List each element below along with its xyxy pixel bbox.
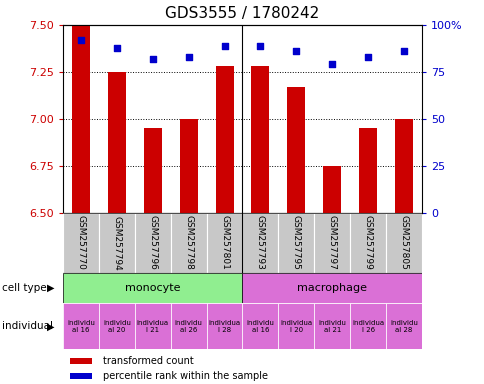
Text: individu
al 16: individu al 16 bbox=[246, 320, 274, 333]
Title: GDS3555 / 1780242: GDS3555 / 1780242 bbox=[165, 6, 319, 21]
Text: individua
l 20: individua l 20 bbox=[280, 320, 312, 333]
Bar bbox=[287, 87, 304, 213]
Text: GSM257797: GSM257797 bbox=[327, 215, 336, 270]
Bar bbox=[251, 66, 269, 213]
Text: percentile rank within the sample: percentile rank within the sample bbox=[102, 371, 267, 381]
Bar bbox=[278, 303, 314, 349]
Text: individua
l 21: individua l 21 bbox=[136, 320, 168, 333]
Text: monocyte: monocyte bbox=[125, 283, 180, 293]
Text: GSM257798: GSM257798 bbox=[184, 215, 193, 270]
Bar bbox=[242, 303, 278, 349]
Bar bbox=[385, 213, 421, 273]
Text: GSM257799: GSM257799 bbox=[363, 215, 372, 270]
Text: transformed count: transformed count bbox=[102, 356, 193, 366]
Text: individu
al 16: individu al 16 bbox=[67, 320, 95, 333]
Text: macrophage: macrophage bbox=[297, 283, 366, 293]
Bar bbox=[278, 213, 314, 273]
Bar bbox=[215, 66, 233, 213]
Point bbox=[149, 56, 156, 62]
Bar bbox=[143, 129, 161, 213]
Text: individu
al 20: individu al 20 bbox=[103, 320, 131, 333]
Text: ▶: ▶ bbox=[47, 321, 55, 331]
Bar bbox=[107, 72, 125, 213]
Bar bbox=[72, 25, 90, 213]
Point bbox=[113, 45, 121, 51]
Bar bbox=[70, 372, 91, 379]
Bar bbox=[385, 303, 421, 349]
Point bbox=[256, 43, 264, 49]
Point bbox=[363, 54, 371, 60]
Point bbox=[184, 54, 192, 60]
Text: GSM257805: GSM257805 bbox=[399, 215, 408, 270]
Text: cell type: cell type bbox=[2, 283, 47, 293]
Bar bbox=[314, 213, 349, 273]
Point bbox=[399, 48, 407, 55]
Point bbox=[292, 48, 300, 55]
Bar bbox=[63, 273, 242, 303]
Bar bbox=[170, 303, 206, 349]
Text: individu
al 26: individu al 26 bbox=[174, 320, 202, 333]
Bar bbox=[242, 213, 278, 273]
Text: individu
al 28: individu al 28 bbox=[389, 320, 417, 333]
Point bbox=[328, 61, 335, 68]
Bar bbox=[135, 303, 170, 349]
Bar bbox=[206, 303, 242, 349]
Bar bbox=[394, 119, 412, 213]
Text: GSM257801: GSM257801 bbox=[220, 215, 228, 270]
Text: GSM257794: GSM257794 bbox=[112, 215, 121, 270]
Bar bbox=[63, 303, 99, 349]
Bar bbox=[322, 166, 340, 213]
Bar bbox=[358, 129, 376, 213]
Bar bbox=[349, 303, 385, 349]
Text: GSM257796: GSM257796 bbox=[148, 215, 157, 270]
Bar bbox=[63, 213, 99, 273]
Bar bbox=[170, 213, 206, 273]
Bar bbox=[99, 213, 135, 273]
Point bbox=[220, 43, 228, 49]
Bar bbox=[70, 358, 91, 364]
Text: ▶: ▶ bbox=[47, 283, 55, 293]
Bar bbox=[242, 273, 421, 303]
Text: individual: individual bbox=[2, 321, 53, 331]
Text: GSM257770: GSM257770 bbox=[76, 215, 85, 270]
Text: individua
l 26: individua l 26 bbox=[351, 320, 383, 333]
Point bbox=[77, 37, 85, 43]
Bar bbox=[179, 119, 197, 213]
Text: individua
l 28: individua l 28 bbox=[208, 320, 240, 333]
Bar bbox=[99, 303, 135, 349]
Bar bbox=[314, 303, 349, 349]
Bar bbox=[349, 213, 385, 273]
Text: individu
al 21: individu al 21 bbox=[318, 320, 346, 333]
Bar bbox=[206, 213, 242, 273]
Text: GSM257793: GSM257793 bbox=[256, 215, 264, 270]
Text: GSM257795: GSM257795 bbox=[291, 215, 300, 270]
Bar bbox=[135, 213, 170, 273]
